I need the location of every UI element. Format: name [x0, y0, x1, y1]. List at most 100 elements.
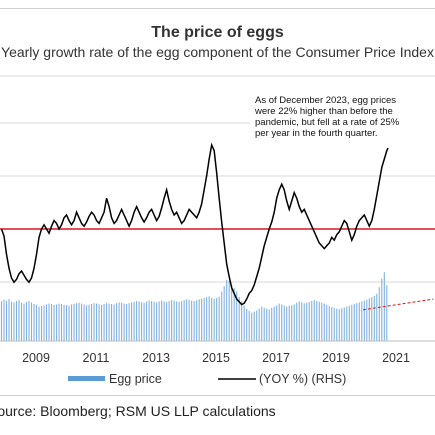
bottom-rule: [0, 395, 435, 396]
egg-price-bar: [15, 301, 18, 341]
egg-price-bar: [366, 299, 368, 341]
egg-price-bar: [311, 301, 313, 341]
x-tick-label: 2017: [262, 351, 290, 365]
x-tick-label: 2013: [142, 351, 170, 365]
egg-price-bar: [86, 305, 88, 341]
egg-price-bar: [123, 303, 125, 341]
egg-price-bar: [55, 304, 58, 341]
x-tick-label: 2011: [83, 351, 110, 365]
egg-price-bar: [246, 308, 248, 341]
egg-price-bar: [133, 301, 135, 341]
egg-price-bar: [93, 303, 95, 341]
egg-price-bar: [333, 307, 335, 341]
x-tick-label: 2019: [322, 351, 350, 365]
egg-price-bar: [203, 298, 205, 341]
egg-price-bar: [58, 303, 60, 341]
egg-price-bar: [30, 302, 33, 341]
egg-price-bar: [66, 305, 68, 341]
egg-price-bar: [13, 302, 15, 341]
egg-price-bar: [81, 303, 83, 341]
egg-price-bar: [241, 301, 243, 341]
egg-price-bar: [281, 304, 283, 341]
egg-price-bar: [261, 306, 263, 341]
egg-price-bar: [8, 299, 10, 341]
egg-price-bar: [98, 304, 100, 341]
egg-price-bar: [158, 301, 160, 341]
egg-price-bar: [88, 304, 90, 341]
egg-price-bar: [371, 297, 373, 341]
egg-price-bar: [356, 303, 358, 341]
egg-price-bar: [40, 305, 43, 341]
egg-price-bar: [286, 306, 288, 341]
egg-price-bar: [298, 301, 300, 341]
egg-price-bar: [291, 305, 293, 341]
egg-price-bar: [228, 280, 230, 341]
egg-price-bar: [116, 303, 118, 341]
egg-price-bar: [268, 309, 270, 341]
x-tick-label: 2015: [202, 351, 230, 365]
egg-price-bar: [361, 301, 363, 341]
egg-price-bar: [238, 296, 240, 341]
egg-price-bar: [231, 285, 233, 341]
egg-price-bar: [306, 302, 308, 341]
egg-price-bar: [25, 301, 28, 341]
egg-price-bar: [251, 312, 253, 341]
egg-price-bar: [43, 305, 45, 341]
egg-price-bar: [293, 304, 295, 341]
egg-price-bar: [118, 302, 120, 341]
yoy-series-line: [0, 142, 390, 306]
egg-price-bar: [376, 293, 378, 341]
egg-price-bar: [103, 304, 105, 341]
egg-price-bar: [226, 279, 228, 341]
egg-price-bar: [236, 291, 238, 341]
egg-price-bar: [368, 298, 370, 341]
egg-price-bar: [263, 307, 265, 341]
egg-price-bar: [378, 287, 380, 341]
annotation-line: As of December 2023, egg prices: [255, 95, 396, 106]
egg-price-bar: [278, 303, 280, 341]
egg-price-bar: [218, 296, 220, 341]
egg-price-bar: [271, 307, 273, 341]
egg-price-bar: [183, 300, 185, 341]
egg-price-bar: [131, 302, 133, 341]
x-tick-labels: 2009 2011 2013 2015 2017 2019 2021: [22, 351, 410, 365]
egg-price-bar: [138, 301, 140, 341]
trend-line: [362, 298, 434, 311]
x-tick-label: 2009: [22, 351, 50, 365]
annotation-text: As of December 2023, egg prices were 22% …: [254, 95, 400, 139]
egg-price-bar: [126, 304, 128, 341]
egg-price-bar: [266, 308, 268, 341]
egg-price-bar: [18, 300, 20, 341]
egg-price-bar: [381, 278, 383, 341]
egg-price-bar: [283, 305, 285, 341]
egg-price-bar: [321, 302, 323, 341]
egg-price-bar: [331, 307, 333, 341]
egg-price-bar: [171, 300, 173, 341]
egg-price-bar: [351, 304, 353, 341]
egg-price-bar: [5, 300, 8, 341]
egg-price-bar: [143, 302, 145, 341]
egg-price-bar: [163, 301, 165, 341]
x-tick-label: 2021: [382, 351, 410, 365]
egg-price-bar: [83, 304, 85, 341]
egg-price-bar: [233, 288, 235, 341]
egg-price-bars: [0, 272, 388, 341]
egg-price-bar: [73, 304, 75, 341]
egg-price-bar: [308, 301, 310, 341]
egg-price-bar: [196, 300, 198, 341]
egg-price-bar: [33, 304, 35, 341]
annotation-line: were 22% higher than before the: [254, 106, 393, 117]
egg-price-bar: [211, 298, 213, 341]
egg-price-bar: [353, 304, 355, 341]
egg-price-bar: [243, 305, 245, 341]
egg-price-bar: [61, 304, 63, 341]
annotation-line: pandemic, but fell at a rate of 25%: [255, 117, 400, 128]
egg-price-bar: [96, 303, 98, 341]
egg-price-bar: [28, 301, 30, 341]
legend-label-yoy: (YOY %) (RHS): [259, 372, 346, 386]
egg-price-bar: [53, 304, 55, 341]
chart-title: The price of eggs: [151, 24, 284, 41]
egg-price-bar: [50, 304, 53, 341]
egg-price-bar: [221, 291, 223, 341]
